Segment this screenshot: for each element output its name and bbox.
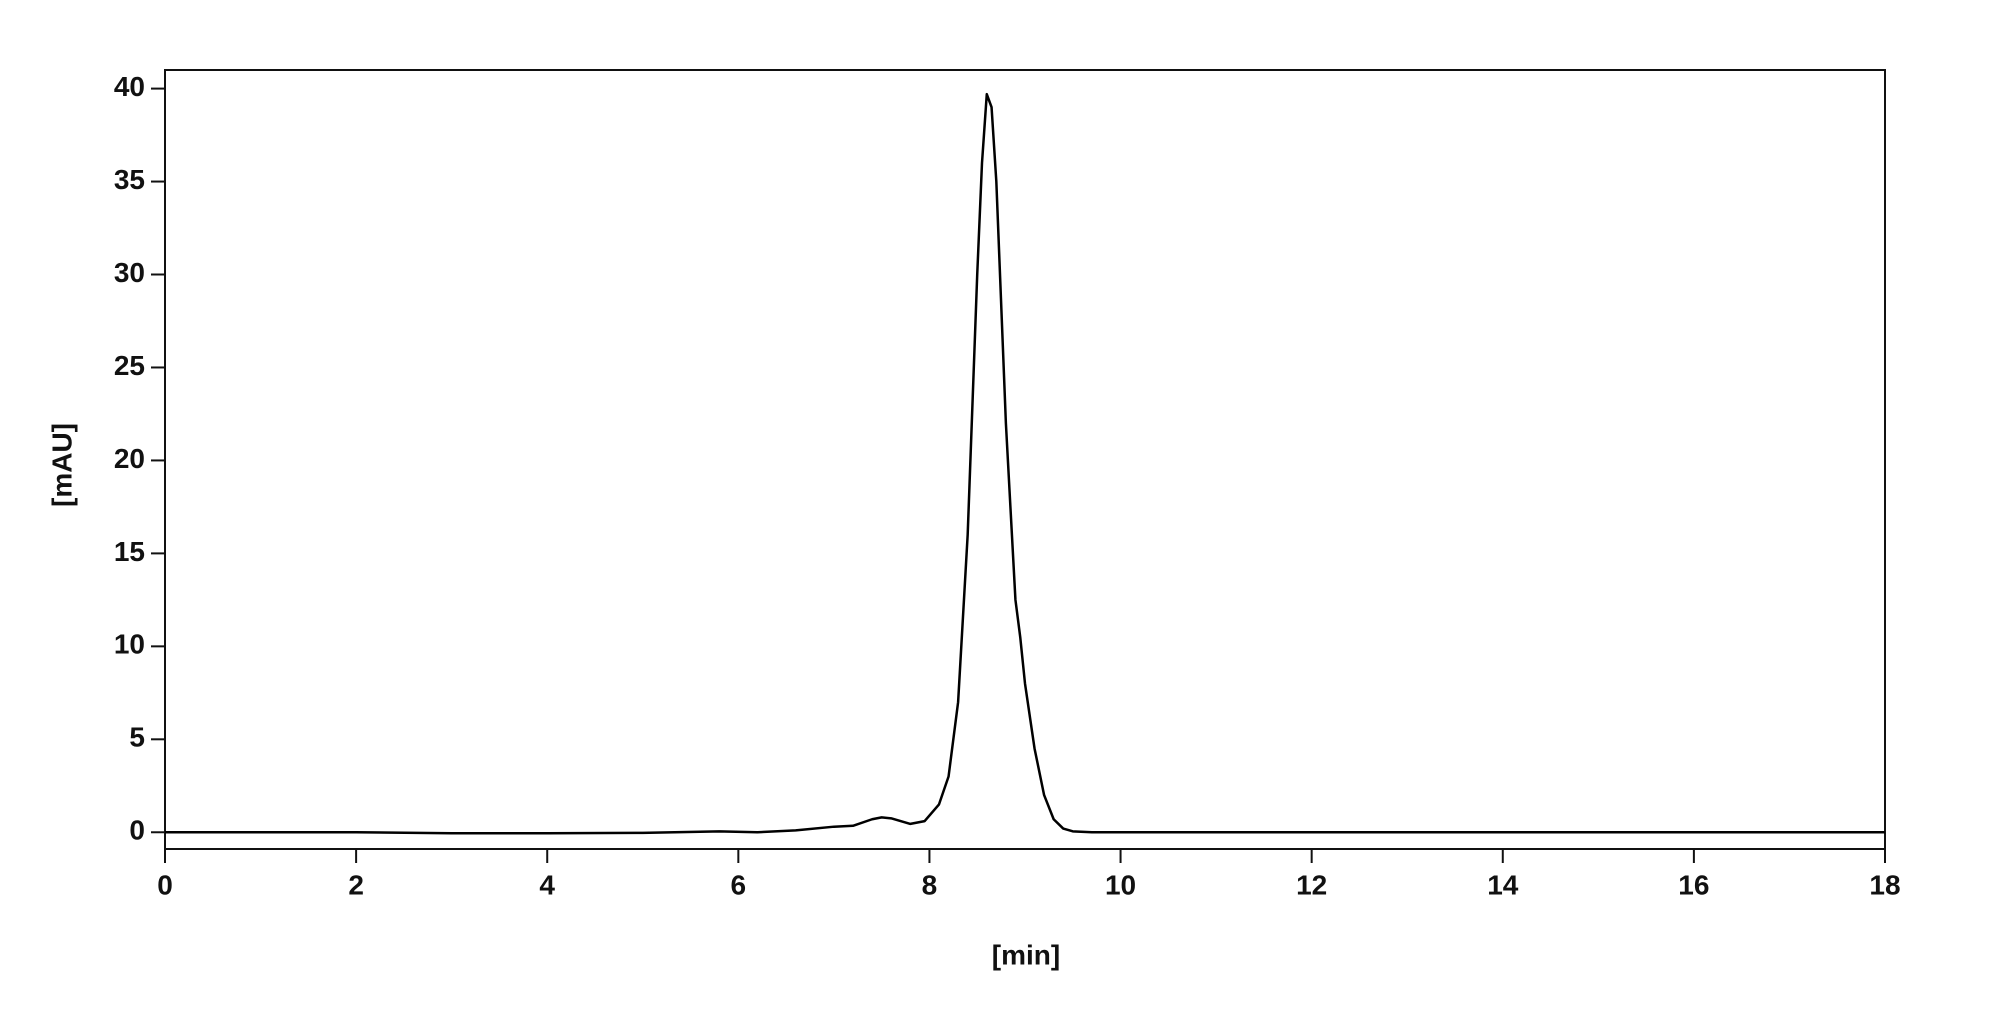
x-axis-title: [min] bbox=[992, 939, 1060, 970]
y-tick-label: 5 bbox=[129, 722, 145, 753]
x-tick-label: 14 bbox=[1487, 869, 1519, 900]
y-tick-label: 40 bbox=[114, 71, 145, 102]
plot-frame bbox=[164, 69, 1886, 850]
x-tick-label: 6 bbox=[731, 869, 747, 900]
x-tick-label: 16 bbox=[1678, 869, 1709, 900]
x-tick-label: 8 bbox=[922, 869, 938, 900]
y-tick-label: 25 bbox=[114, 350, 145, 381]
x-tick-label: 4 bbox=[539, 869, 555, 900]
x-tick-label: 0 bbox=[157, 869, 173, 900]
y-tick-label: 20 bbox=[114, 443, 145, 474]
y-tick-label: 10 bbox=[114, 629, 145, 660]
trace-line bbox=[165, 92, 1885, 835]
y-tick-label: 15 bbox=[114, 536, 145, 567]
x-tick-label: 10 bbox=[1105, 869, 1136, 900]
y-tick-label: 35 bbox=[114, 164, 145, 195]
y-tick-label: 30 bbox=[114, 257, 145, 288]
x-tick-label: 18 bbox=[1869, 869, 1900, 900]
x-tick-label: 12 bbox=[1296, 869, 1327, 900]
y-axis-title: [mAU] bbox=[46, 423, 77, 507]
x-tick-label: 2 bbox=[348, 869, 364, 900]
y-tick-label: 0 bbox=[129, 815, 145, 846]
